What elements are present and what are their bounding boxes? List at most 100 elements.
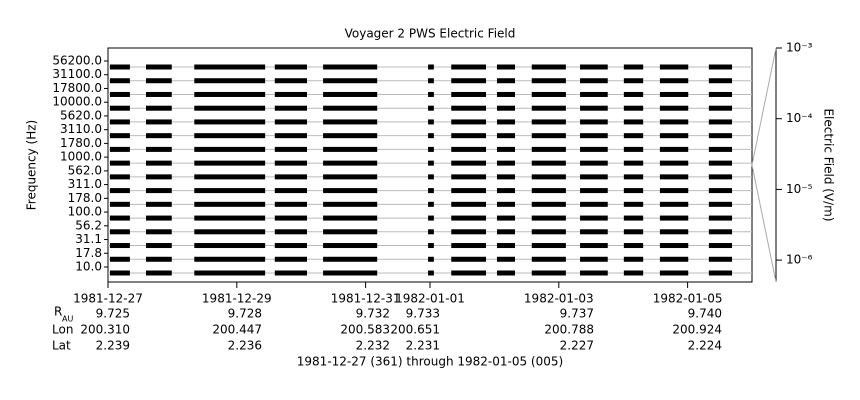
data-band — [428, 91, 434, 97]
data-band — [531, 174, 566, 180]
data-band — [708, 91, 733, 97]
data-band — [323, 160, 378, 166]
data-band — [109, 174, 130, 180]
x-axis-label: 1981-12-27 (361) through 1982-01-05 (005… — [297, 355, 563, 369]
data-band — [708, 188, 733, 194]
data-band — [428, 78, 434, 84]
x-tick-label: 1981-12-27 — [73, 292, 143, 306]
ephemeris-value: 2.236 — [228, 339, 262, 353]
data-band — [323, 215, 378, 221]
data-band — [531, 256, 566, 262]
data-band — [428, 270, 434, 276]
ephemeris-value: 200.651 — [390, 323, 440, 337]
data-band — [194, 174, 266, 180]
data-band — [428, 119, 434, 125]
data-band — [274, 201, 307, 207]
data-band — [580, 174, 608, 180]
data-band — [274, 78, 307, 84]
data-band — [323, 201, 378, 207]
data-band — [659, 256, 689, 262]
data-band — [708, 64, 733, 70]
data-band — [531, 243, 566, 249]
data-band — [659, 105, 689, 111]
data-band — [531, 160, 566, 166]
data-band — [531, 201, 566, 207]
data-band — [531, 133, 566, 139]
ephemeris-value: 2.239 — [96, 339, 130, 353]
data-band — [496, 119, 516, 125]
data-band — [109, 201, 130, 207]
chart-title: Voyager 2 PWS Electric Field — [345, 27, 516, 41]
data-band — [623, 243, 644, 249]
data-band — [623, 188, 644, 194]
data-band — [580, 215, 608, 221]
data-band — [451, 64, 487, 70]
data-band — [659, 146, 689, 152]
data-band — [580, 243, 608, 249]
data-band — [145, 105, 172, 111]
x-tick-label: 1982-01-05 — [653, 292, 723, 306]
data-band — [659, 91, 689, 97]
data-band — [451, 146, 487, 152]
data-band — [531, 91, 566, 97]
data-band — [580, 78, 608, 84]
data-band — [428, 64, 434, 70]
ephemeris-value: 200.583 — [340, 323, 390, 337]
data-band — [451, 174, 487, 180]
data-band — [659, 201, 689, 207]
data-band — [531, 188, 566, 194]
data-band — [580, 270, 608, 276]
data-band — [580, 201, 608, 207]
data-band — [580, 64, 608, 70]
data-band — [145, 160, 172, 166]
data-band — [623, 160, 644, 166]
data-band — [496, 270, 516, 276]
data-band — [451, 105, 487, 111]
data-band — [109, 105, 130, 111]
data-band — [708, 270, 733, 276]
data-band — [109, 229, 130, 235]
data-band — [109, 91, 130, 97]
y2-tick-label: 10⁻³ — [786, 41, 813, 55]
data-band — [708, 229, 733, 235]
data-band — [145, 119, 172, 125]
data-band — [451, 270, 487, 276]
data-band — [496, 64, 516, 70]
data-band — [623, 133, 644, 139]
x-tick-label: 1981-12-29 — [202, 292, 272, 306]
data-band — [274, 133, 307, 139]
data-band — [428, 133, 434, 139]
data-band — [323, 174, 378, 180]
data-band — [659, 133, 689, 139]
data-band — [708, 201, 733, 207]
data-band — [496, 243, 516, 249]
data-band — [109, 133, 130, 139]
y-tick-label: 3110.0 — [60, 122, 102, 136]
data-band — [145, 188, 172, 194]
data-band — [323, 229, 378, 235]
data-band — [428, 146, 434, 152]
data-band — [496, 188, 516, 194]
ephemeris-value: 9.732 — [356, 307, 390, 321]
data-band — [194, 243, 266, 249]
data-band — [109, 215, 130, 221]
data-band — [145, 133, 172, 139]
data-band — [623, 256, 644, 262]
data-band — [496, 215, 516, 221]
data-band — [109, 243, 130, 249]
data-band — [323, 256, 378, 262]
data-band — [194, 160, 266, 166]
data-band — [109, 146, 130, 152]
connector — [751, 47, 777, 166]
data-band — [194, 270, 266, 276]
data-band — [531, 105, 566, 111]
data-band — [428, 215, 434, 221]
data-band — [145, 229, 172, 235]
data-band — [659, 215, 689, 221]
y-tick-label: 56.2 — [75, 218, 102, 232]
y-tick-label: 17800.0 — [52, 81, 102, 95]
y-tick-label: 178.0 — [68, 191, 102, 205]
y-tick-label: 31100.0 — [52, 67, 102, 81]
data-band — [323, 243, 378, 249]
data-band — [580, 160, 608, 166]
